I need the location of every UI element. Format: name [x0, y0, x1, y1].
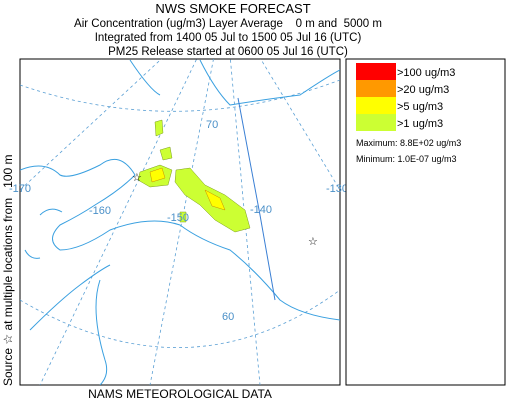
header-line: Air Concentration (ug/m3) Layer Average …	[74, 18, 382, 30]
maximum: Maximum: 8.8E+02 ug/m3	[356, 138, 461, 148]
smoke	[204, 189, 226, 211]
graticule-label: 70	[206, 119, 218, 131]
legend: Maximum: 8.8E+02 ug/m3 Minimum: 1.0E-07 …	[345, 58, 506, 386]
legend-label: >20 ug/m3	[397, 84, 449, 96]
header-line: PM25 Release started at 0600 05 Jul 16 (…	[108, 46, 348, 58]
graticule	[20, 79, 340, 112]
graticule-label: -170	[9, 183, 31, 195]
legend-swatch	[356, 114, 396, 131]
graticule-label: -160	[89, 205, 111, 217]
graticule-label: -130	[326, 183, 348, 195]
graticule-label: 60	[222, 311, 234, 323]
source-marker: ☆	[132, 172, 142, 184]
legend-label: >1 ug/m3	[397, 118, 443, 130]
coastline	[29, 264, 111, 385]
graticule	[39, 59, 198, 385]
coastline	[129, 59, 340, 106]
footer: NAMS METEOROLOGICAL DATA	[88, 387, 272, 401]
source-marker: ☆	[308, 236, 318, 248]
source-label: Source ☆ at multiple locations from 100 …	[1, 154, 15, 386]
graticule	[20, 289, 340, 348]
legend-label: >100 ug/m3	[397, 67, 455, 79]
coastline	[24, 208, 63, 259]
header-line: Integrated from 1400 05 Jul to 1500 05 J…	[95, 32, 362, 44]
graticule	[149, 59, 214, 385]
minimum: Minimum: 1.0E-07 ug/m3	[356, 154, 457, 164]
legend-swatch	[356, 80, 396, 97]
map: ☆ ☆ 70 -170 -160 -150 -140 -130 60	[9, 58, 348, 386]
legend-swatch	[356, 63, 396, 80]
legend-label: >5 ug/m3	[397, 101, 443, 113]
coastline	[20, 158, 340, 321]
smoke	[149, 167, 166, 183]
graticule-label: -140	[250, 204, 272, 216]
graticule	[229, 59, 261, 385]
legend-swatch	[356, 97, 396, 114]
graticule-label: -150	[167, 212, 189, 224]
header: NWS SMOKE FORECAST Air Concentration (ug…	[74, 1, 382, 58]
title: NWS SMOKE FORECAST	[155, 1, 310, 16]
graticule	[20, 59, 162, 191]
border	[237, 97, 276, 301]
